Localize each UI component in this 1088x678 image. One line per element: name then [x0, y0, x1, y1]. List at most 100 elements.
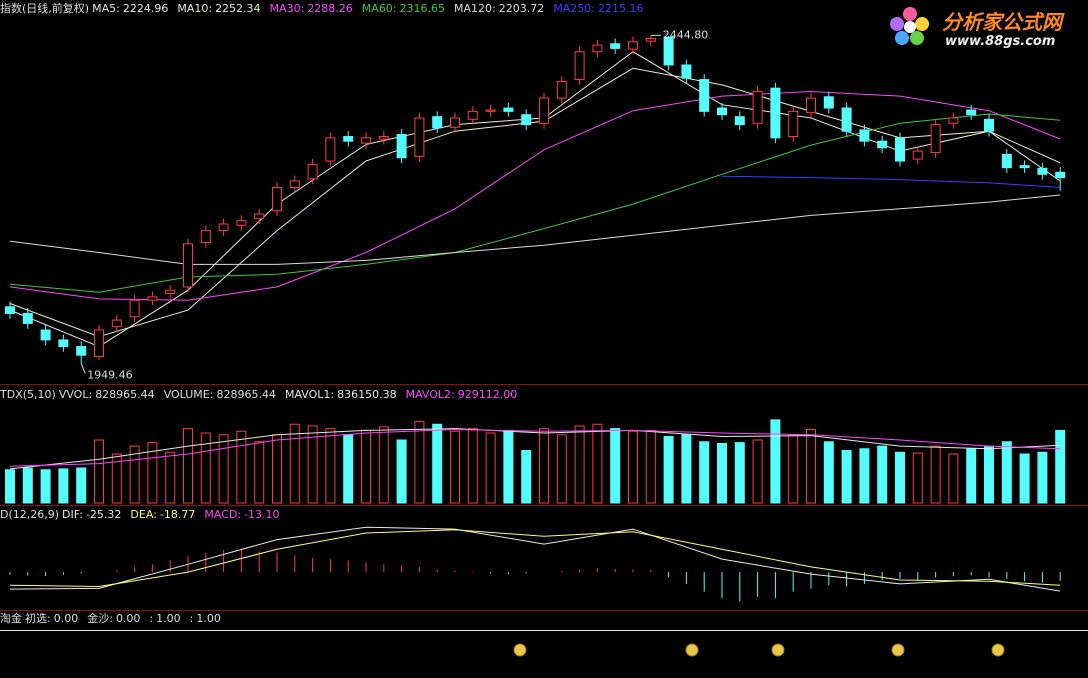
candle-body	[948, 117, 959, 124]
volume-bar	[628, 430, 638, 504]
volume-bar	[699, 441, 710, 504]
readout-value: 2252.34	[215, 2, 261, 15]
volume-bar	[539, 428, 549, 504]
watermark-site: 分析家公式网	[942, 10, 1062, 34]
volume-bar	[734, 442, 745, 504]
volume-bar	[236, 430, 247, 504]
candle-body	[539, 97, 549, 124]
volume-bar	[877, 445, 888, 504]
petal	[895, 31, 909, 45]
volume-bar	[521, 450, 532, 504]
candle-body	[984, 118, 994, 132]
candle-body	[556, 81, 567, 99]
petal	[903, 7, 917, 21]
indicator-line	[9, 526, 1061, 592]
readout-value: 2203.72	[498, 2, 545, 15]
volume-bar	[574, 425, 585, 504]
panel-title: TDX(5,10)	[0, 388, 56, 401]
volume-bar	[984, 445, 994, 504]
readout-name: MACD	[204, 508, 241, 521]
volume-bar	[432, 423, 443, 504]
candle-body	[183, 243, 193, 288]
readout-value: 2224.96	[122, 2, 169, 15]
readout-name: MAVOL2	[406, 388, 455, 401]
volume-bar	[645, 429, 656, 504]
readout-value: 1.00	[196, 612, 221, 625]
indicator-line	[9, 428, 1061, 467]
volume-bar	[361, 429, 371, 504]
candle-body	[717, 107, 727, 116]
volume-bar	[681, 434, 692, 504]
volume-bar	[272, 434, 282, 504]
candle-body	[218, 223, 229, 232]
separator	[190, 612, 194, 625]
readout-name: MA60	[362, 2, 397, 15]
candle-body	[147, 296, 158, 301]
readout-name: VVOL	[59, 388, 92, 401]
volume-bar	[717, 443, 727, 504]
max-label: 2444.80	[663, 28, 709, 41]
candle-body	[930, 124, 941, 153]
candle-body	[307, 163, 318, 180]
petal	[890, 17, 904, 31]
volume-bar	[58, 468, 69, 504]
candle-body	[877, 140, 888, 149]
candle-body	[859, 129, 870, 142]
candle-body	[40, 329, 51, 341]
readout-name: MA250	[553, 2, 595, 15]
candle-body	[272, 187, 282, 212]
readout-value: 0.00	[115, 612, 141, 625]
readout-name: VOLUME	[164, 388, 214, 401]
readout-name: 初选	[25, 612, 51, 625]
candle-body	[503, 107, 514, 112]
volume-bar	[806, 429, 816, 504]
watermark-url: www.88gs.com	[945, 34, 1056, 49]
candle-body	[912, 150, 923, 160]
volume-bar	[200, 432, 211, 504]
candle-body	[699, 79, 710, 112]
volume-bar	[930, 445, 941, 504]
candle-body	[788, 110, 799, 138]
indicator-line	[9, 67, 1061, 338]
candle-body	[628, 41, 638, 50]
volume-bar	[770, 419, 781, 504]
candle-body	[396, 134, 407, 159]
readout-value: 2215.16	[598, 2, 644, 15]
volume-bar	[22, 467, 33, 504]
indicator-line	[9, 428, 1061, 470]
candle-body	[734, 116, 745, 126]
signal-icon	[891, 643, 905, 657]
volume-bar	[1037, 451, 1048, 504]
volume-bar	[94, 439, 104, 504]
candle-body	[841, 107, 852, 132]
candle-body	[361, 137, 371, 144]
volume-bar	[1055, 429, 1066, 504]
candle-body	[450, 117, 460, 128]
readout-value: -18.77	[159, 508, 196, 521]
volume-bar	[841, 450, 852, 504]
candle-body	[806, 97, 816, 114]
candle-body	[289, 180, 300, 189]
candle-body	[574, 51, 585, 81]
candle-body	[432, 116, 443, 129]
volume-bar	[663, 436, 674, 504]
readout-value: 2288.26	[307, 2, 353, 15]
volume-bar	[788, 434, 799, 504]
volume-bar	[289, 423, 300, 504]
panel-title: 指数(日线,前复权)	[0, 2, 90, 15]
volume-bar	[183, 428, 193, 504]
volume-bar	[966, 448, 977, 504]
signal-icon	[991, 643, 1005, 657]
candle-body	[681, 64, 692, 79]
indicator-line	[9, 194, 1061, 265]
volume-bar	[5, 469, 15, 504]
readout-value: 929112.00	[457, 388, 518, 401]
candle-body	[343, 136, 354, 142]
logo-flower	[890, 7, 929, 45]
volume-bar	[378, 426, 389, 504]
volume-bar	[752, 439, 763, 504]
volume-bar	[325, 428, 336, 504]
volume-bar	[450, 430, 460, 504]
volume-bar	[396, 439, 407, 504]
